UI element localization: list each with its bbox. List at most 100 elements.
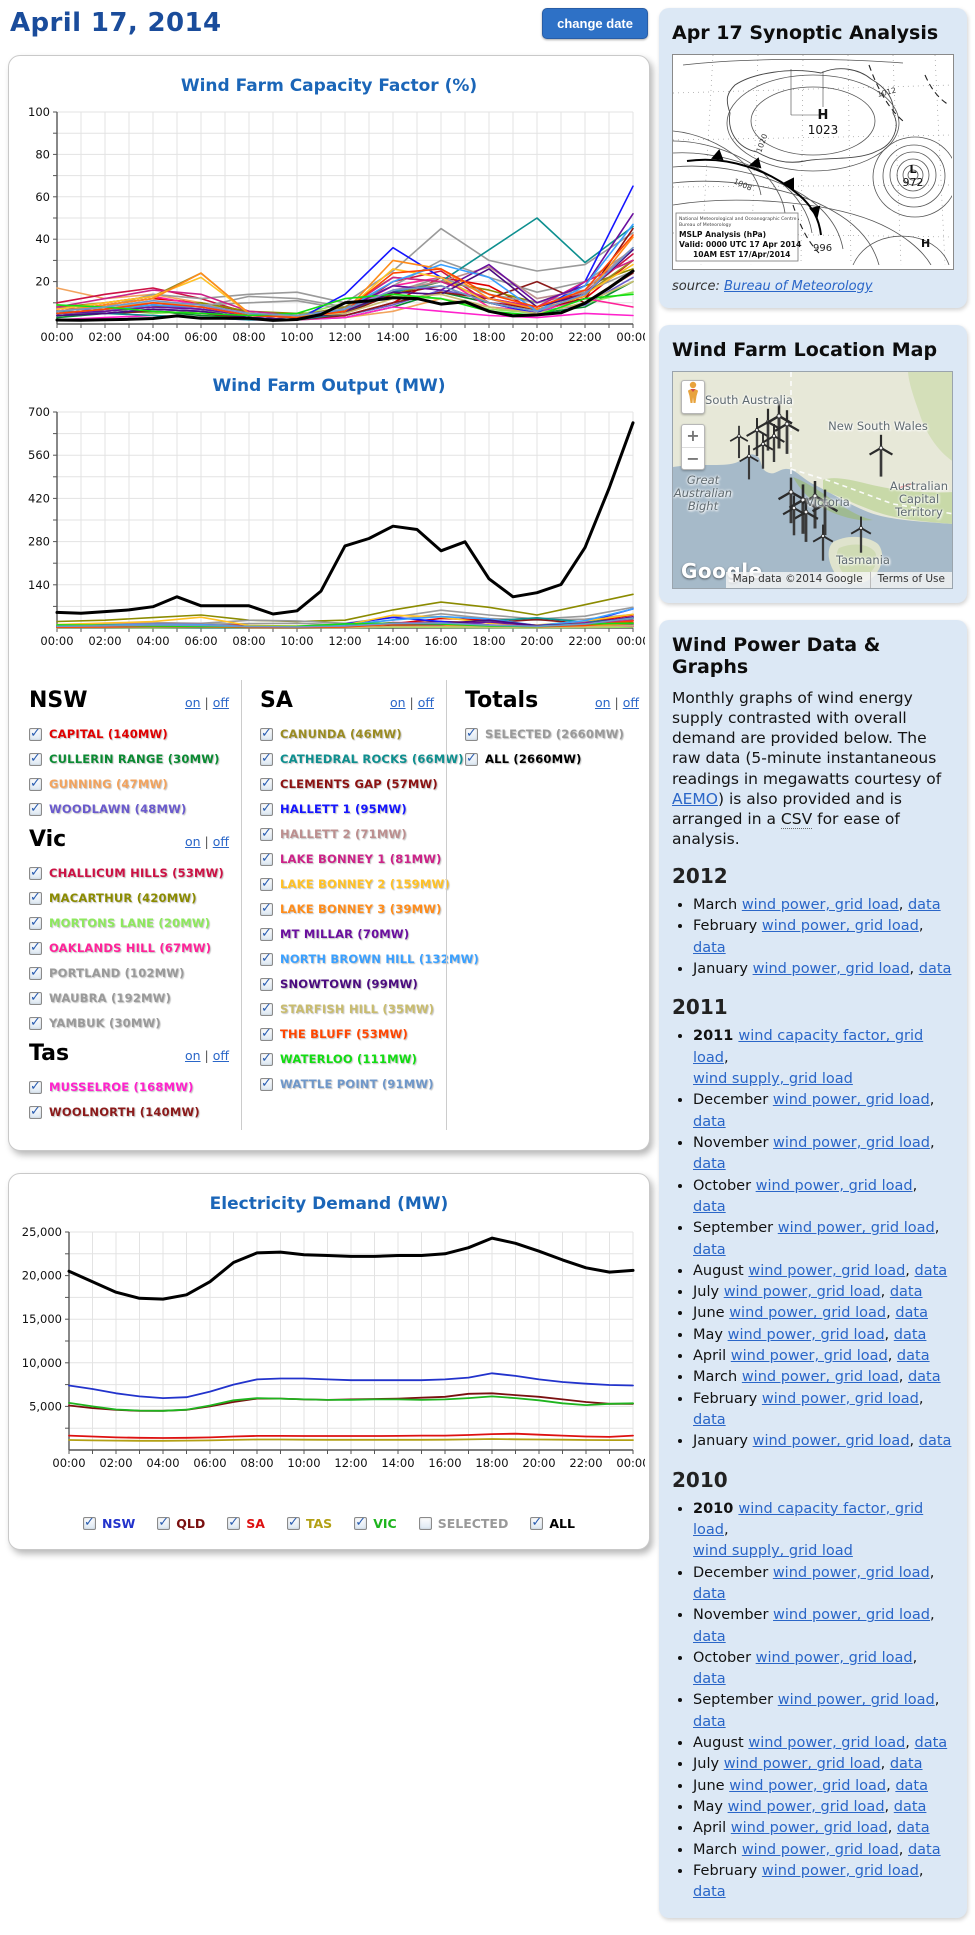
- farm-checkbox[interactable]: [260, 1001, 273, 1016]
- farm-checkbox[interactable]: [260, 901, 273, 916]
- graph-link[interactable]: wind power, grid load: [723, 1756, 881, 1773]
- farm-checkbox-row[interactable]: SNOWTOWN (99MW): [260, 976, 434, 991]
- graph-link[interactable]: wind power, grid load: [752, 1433, 910, 1450]
- data-link[interactable]: data: [895, 1777, 929, 1794]
- data-link[interactable]: data: [693, 1156, 726, 1173]
- data-link[interactable]: data: [889, 1284, 923, 1301]
- graph-link[interactable]: wind power, grid load: [777, 1220, 935, 1237]
- farm-checkbox[interactable]: [29, 940, 42, 955]
- farm-checkbox[interactable]: [260, 1026, 273, 1041]
- farm-checkbox-row[interactable]: WATERLOO (111MW): [260, 1051, 434, 1066]
- farm-checkbox[interactable]: [260, 1076, 273, 1091]
- farm-checkbox[interactable]: [260, 876, 273, 891]
- data-link[interactable]: data: [896, 1820, 930, 1837]
- farm-checkbox-row[interactable]: CHALLICUM HILLS (53MW): [29, 865, 229, 880]
- graph-link[interactable]: wind power, grid load: [723, 1284, 881, 1301]
- farm-checkbox-row[interactable]: HALLETT 1 (95MW): [260, 801, 434, 816]
- farm-checkbox-row[interactable]: LAKE BONNEY 1 (81MW): [260, 851, 441, 866]
- legend-checkbox[interactable]: [286, 1515, 300, 1530]
- demand-legend-item-selected[interactable]: SELECTED: [418, 1516, 508, 1531]
- off-link[interactable]: off: [622, 695, 639, 710]
- farm-checkbox[interactable]: [29, 726, 42, 741]
- farm-checkbox[interactable]: [260, 976, 273, 991]
- demand-legend-item-vic[interactable]: VIC: [354, 1515, 397, 1531]
- data-link[interactable]: data: [693, 1884, 726, 1901]
- graph-link[interactable]: wind power, grid load: [773, 1607, 930, 1624]
- farm-checkbox[interactable]: [29, 865, 42, 880]
- farm-checkbox[interactable]: [29, 1015, 42, 1030]
- data-link[interactable]: data: [693, 1671, 726, 1688]
- farm-checkbox-row[interactable]: WOODLAWN (48MW): [29, 801, 229, 816]
- legend-checkbox[interactable]: [227, 1515, 241, 1530]
- farm-checkbox[interactable]: [29, 890, 42, 905]
- off-link[interactable]: off: [417, 695, 434, 710]
- farm-checkbox[interactable]: [465, 726, 478, 741]
- off-link[interactable]: off: [212, 695, 229, 710]
- graph-link[interactable]: wind power, grid load: [729, 1305, 887, 1322]
- farm-checkbox[interactable]: [29, 990, 42, 1005]
- off-link[interactable]: off: [212, 1048, 229, 1063]
- farm-checkbox[interactable]: [29, 1104, 42, 1119]
- graph-link[interactable]: wind power, grid load: [777, 1692, 935, 1709]
- graph-link[interactable]: wind power, grid load: [772, 1092, 930, 1109]
- graph-link[interactable]: wind power, grid load: [727, 1326, 885, 1343]
- farm-checkbox-row[interactable]: MUSSELROE (168MW): [29, 1079, 229, 1094]
- graph-link[interactable]: wind power, grid load: [748, 1262, 906, 1279]
- zoom-in-button[interactable]: +: [682, 425, 704, 448]
- farm-checkbox-row[interactable]: SELECTED (2660MW): [465, 726, 639, 741]
- data-link[interactable]: data: [693, 1713, 726, 1730]
- legend-checkbox[interactable]: [354, 1515, 368, 1530]
- on-link[interactable]: on: [184, 834, 201, 849]
- data-link[interactable]: data: [914, 1735, 948, 1752]
- farm-checkbox-row[interactable]: STARFISH HILL (35MW): [260, 1001, 434, 1016]
- data-link[interactable]: data: [918, 961, 952, 978]
- graph-link[interactable]: wind power, grid load: [773, 1134, 930, 1151]
- farm-checkbox-row[interactable]: THE BLUFF (53MW): [260, 1026, 434, 1041]
- bom-link[interactable]: Bureau of Meteorology: [723, 279, 873, 294]
- data-link[interactable]: data: [893, 1326, 927, 1343]
- farm-checkbox-row[interactable]: CATHEDRAL ROCKS (66MW): [260, 751, 464, 766]
- legend-checkbox[interactable]: [83, 1515, 97, 1530]
- graph-link[interactable]: wind power, grid load: [741, 1841, 899, 1858]
- farm-checkbox[interactable]: [260, 1051, 273, 1066]
- on-link[interactable]: on: [594, 695, 611, 710]
- on-link[interactable]: on: [184, 1048, 201, 1063]
- data-link[interactable]: data: [693, 939, 726, 956]
- graph-link[interactable]: wind power, grid load: [748, 1735, 906, 1752]
- legend-checkbox[interactable]: [157, 1515, 171, 1530]
- change-date-button[interactable]: change date: [542, 8, 648, 39]
- graph-link[interactable]: wind power, grid load: [727, 1799, 885, 1815]
- on-link[interactable]: on: [389, 695, 406, 710]
- graph-link[interactable]: wind power, grid load: [730, 1348, 888, 1365]
- farm-checkbox-row[interactable]: CAPITAL (140MW): [29, 726, 229, 741]
- demand-legend-item-qld[interactable]: QLD: [157, 1515, 205, 1531]
- farm-checkbox-row[interactable]: CLEMENTS GAP (57MW): [260, 776, 438, 791]
- google-map[interactable]: South Australia New South Wales Great Au…: [672, 371, 953, 589]
- farm-checkbox[interactable]: [260, 851, 273, 866]
- data-link[interactable]: data: [693, 1585, 726, 1602]
- graph-link[interactable]: wind capacity factor, grid load: [693, 1028, 924, 1066]
- farm-checkbox[interactable]: [260, 826, 273, 841]
- data-link[interactable]: data: [693, 1628, 726, 1645]
- data-link[interactable]: data: [914, 1262, 948, 1279]
- farm-checkbox[interactable]: [260, 926, 273, 941]
- farm-checkbox-row[interactable]: HALLETT 2 (71MW): [260, 826, 434, 841]
- graph-link[interactable]: wind power, grid load: [755, 1177, 913, 1194]
- data-link[interactable]: data: [893, 1799, 927, 1815]
- farm-checkbox[interactable]: [29, 965, 42, 980]
- farm-checkbox-row[interactable]: WATTLE POINT (91MW): [260, 1076, 434, 1091]
- pegman-control[interactable]: [681, 380, 705, 414]
- farm-checkbox[interactable]: [260, 801, 273, 816]
- graph-link[interactable]: wind power, grid load: [741, 1369, 899, 1386]
- data-link[interactable]: data: [895, 1305, 929, 1322]
- farm-checkbox[interactable]: [260, 776, 273, 791]
- legend-checkbox[interactable]: [530, 1515, 544, 1530]
- data-link[interactable]: data: [907, 1841, 941, 1858]
- farm-checkbox[interactable]: [260, 726, 273, 741]
- demand-legend-item-sa[interactable]: SA: [227, 1515, 265, 1531]
- graph-link[interactable]: wind power, grid load: [761, 918, 919, 935]
- farm-checkbox[interactable]: [29, 751, 42, 766]
- farm-checkbox-row[interactable]: GUNNING (47MW): [29, 776, 229, 791]
- farm-checkbox-row[interactable]: WAUBRA (192MW): [29, 990, 229, 1005]
- graph-link[interactable]: wind supply, grid load: [693, 1071, 853, 1087]
